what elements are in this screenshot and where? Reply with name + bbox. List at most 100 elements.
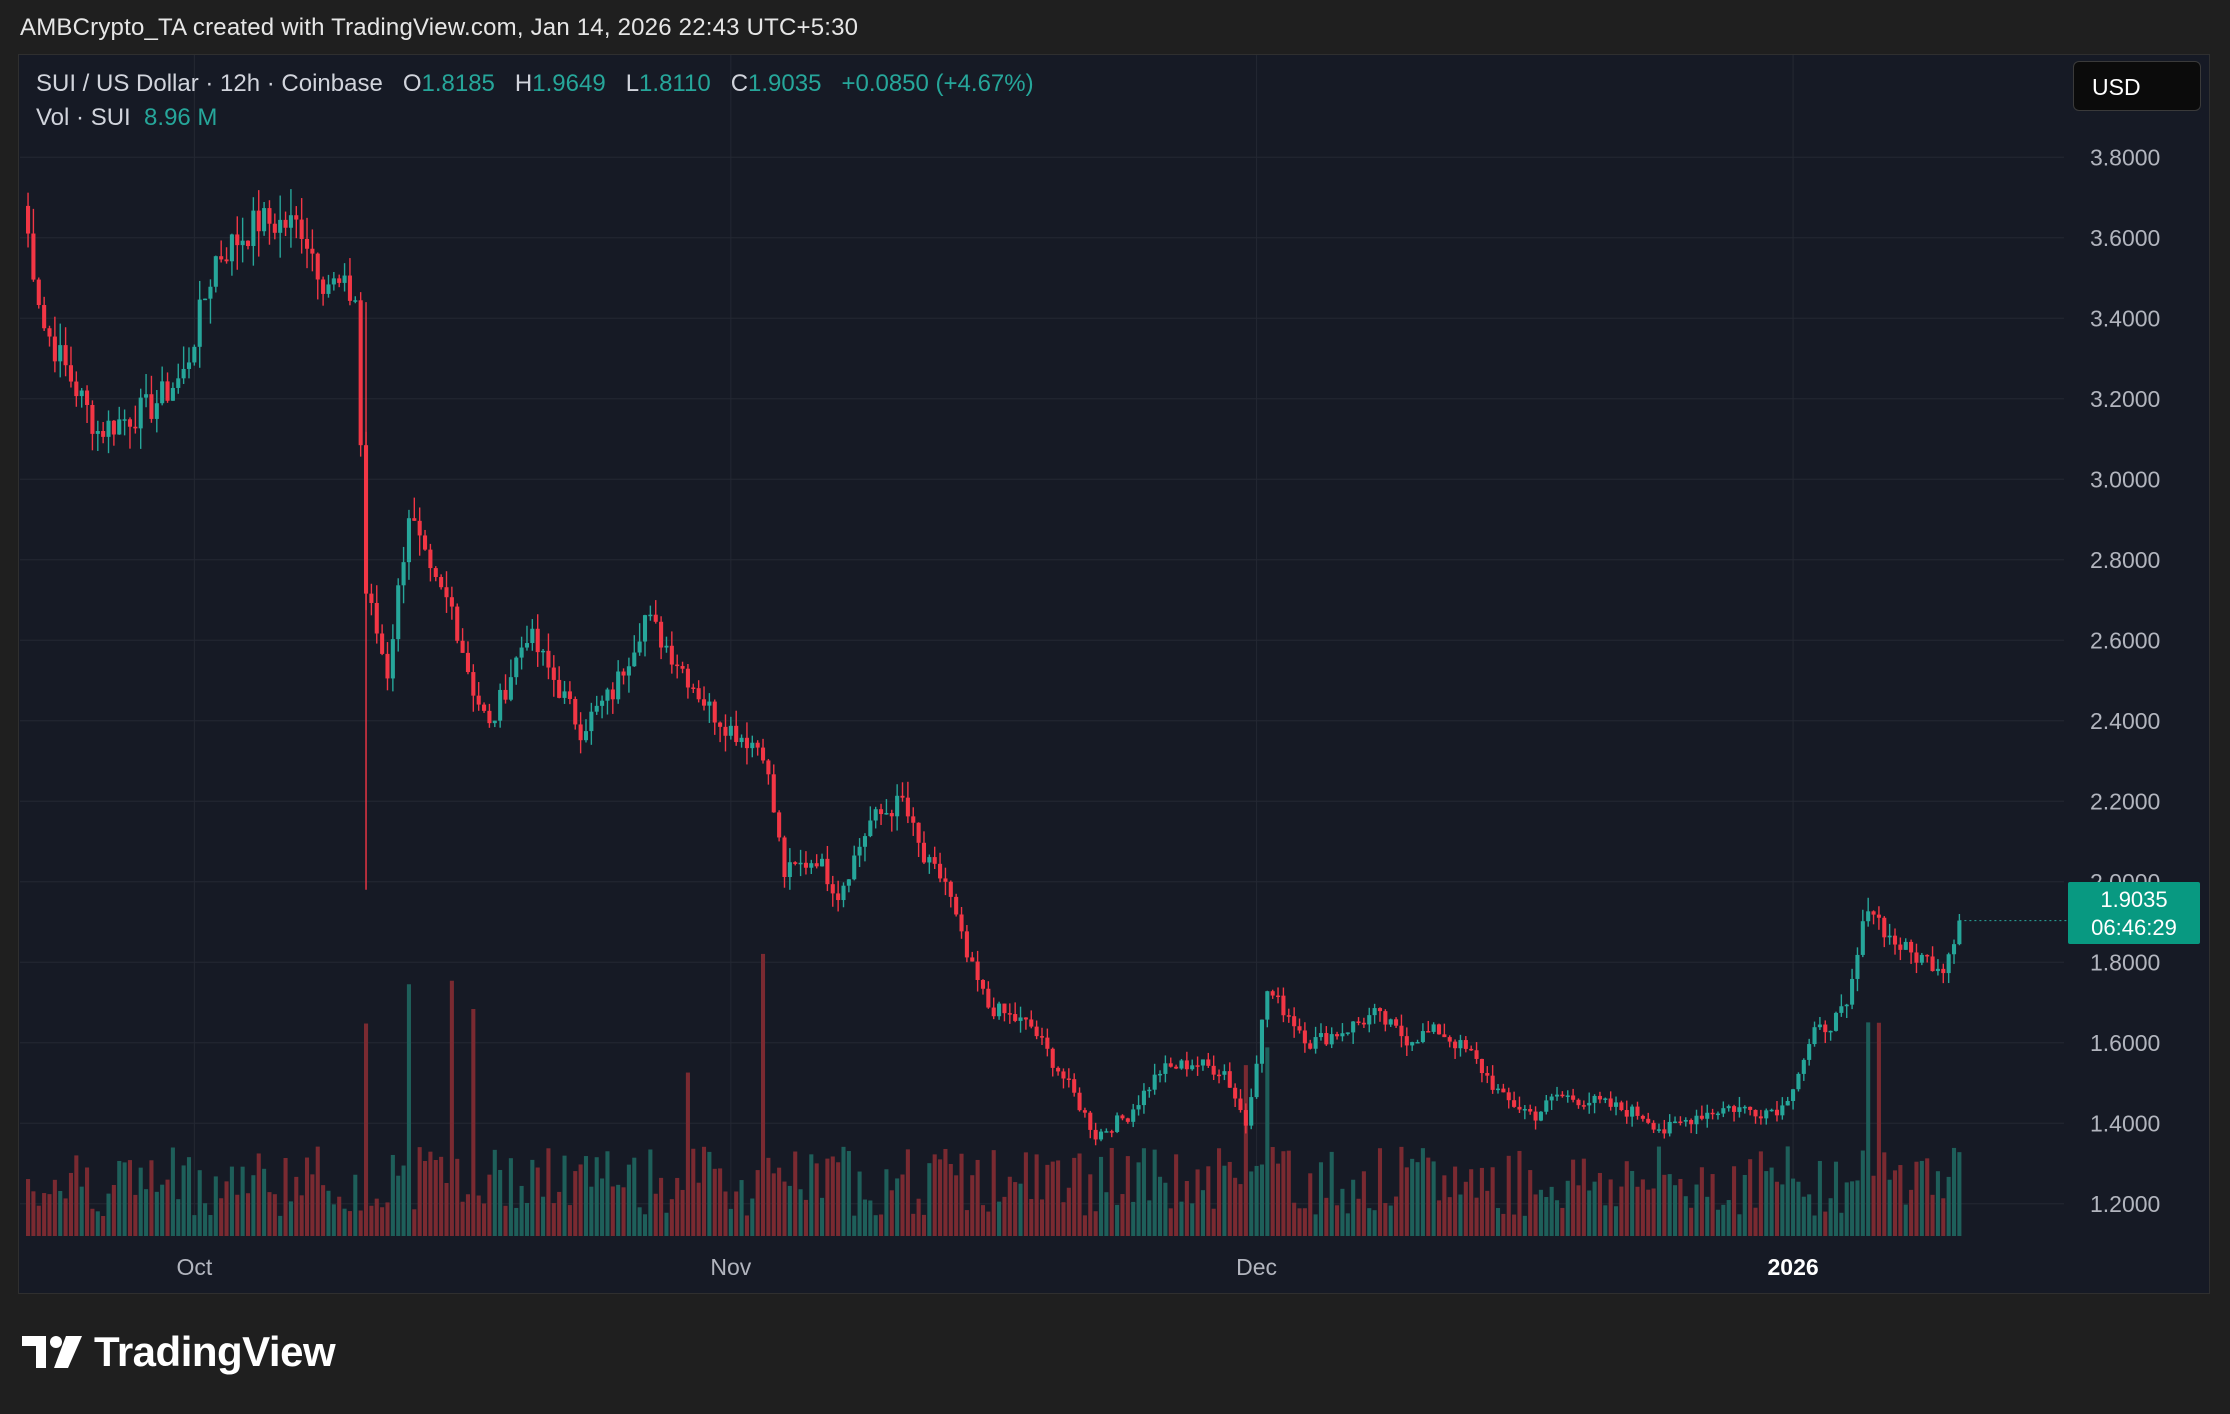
candle-body xyxy=(1093,1129,1098,1140)
candle-body xyxy=(1538,1111,1543,1121)
volume-bar xyxy=(1630,1170,1635,1236)
candle-body xyxy=(310,248,315,254)
candle-body xyxy=(530,628,535,644)
candle-body xyxy=(1892,935,1898,945)
candle-body xyxy=(74,381,79,397)
volume-bar xyxy=(605,1151,610,1236)
candle-body xyxy=(1828,1030,1833,1033)
volume-bar xyxy=(127,1160,133,1236)
candle-body xyxy=(1571,1095,1576,1100)
candle-body xyxy=(734,725,739,743)
candle-body xyxy=(1603,1098,1608,1100)
volume-bar xyxy=(1125,1156,1130,1236)
volume-bar xyxy=(938,1159,943,1236)
candle-body xyxy=(1367,1015,1372,1025)
candle-body xyxy=(1485,1073,1490,1076)
candle-body xyxy=(1206,1059,1211,1066)
candle-body xyxy=(1533,1111,1538,1121)
volume-bar xyxy=(1619,1186,1624,1236)
candle-body xyxy=(777,812,782,838)
candle-body xyxy=(460,640,465,653)
candle-body xyxy=(1774,1109,1780,1116)
volume-bar xyxy=(1732,1166,1737,1236)
volume-bar xyxy=(1463,1181,1468,1236)
last-price-value: 1.9035 xyxy=(2100,887,2168,912)
volume-bar xyxy=(1576,1185,1581,1236)
volume-bar xyxy=(310,1174,315,1236)
volume-bar xyxy=(52,1179,57,1236)
candle-body xyxy=(1056,1067,1061,1072)
volume-bar xyxy=(31,1191,36,1236)
volume-bar xyxy=(1662,1174,1667,1236)
chart-panel[interactable] xyxy=(18,54,2210,1294)
candle-body xyxy=(653,614,658,622)
volume-bar xyxy=(1029,1198,1034,1236)
candle-body xyxy=(278,219,283,233)
volume-bar xyxy=(208,1215,213,1236)
candle-body xyxy=(186,362,192,369)
candle-body xyxy=(905,797,910,817)
candle-body xyxy=(347,275,352,301)
volume-bar xyxy=(342,1208,347,1236)
candle-body xyxy=(943,878,948,882)
volume-bar xyxy=(1056,1160,1061,1236)
volume-bar xyxy=(1882,1152,1887,1236)
volume-bar xyxy=(760,953,766,1236)
volume-bar xyxy=(1538,1189,1543,1236)
candle-body xyxy=(1286,1015,1291,1017)
volume-bar xyxy=(1753,1207,1758,1236)
candlestick-chart[interactable]: 3.8000 3.6000 3.4000 3.2000 3.0000 2.8000 2.60… xyxy=(0,0,2230,1300)
candle-body xyxy=(1002,1003,1007,1014)
candle-body xyxy=(535,628,540,653)
candle-body xyxy=(1876,914,1881,918)
volume-bar xyxy=(385,1202,390,1236)
tradingview-wordmark: TradingView xyxy=(94,1328,336,1375)
currency-button[interactable]: USD xyxy=(2073,61,2201,111)
candle-body xyxy=(610,689,615,700)
x-axis-tick-label: Oct xyxy=(176,1254,212,1280)
volume-bar xyxy=(331,1204,336,1236)
candle-body xyxy=(1200,1059,1205,1066)
candle-body xyxy=(911,816,916,823)
candle-body xyxy=(1817,1024,1822,1028)
candle-body xyxy=(149,394,154,419)
candle-body xyxy=(1340,1033,1345,1037)
volume-bar xyxy=(1297,1208,1302,1236)
candle-body xyxy=(170,387,175,401)
volume-bar xyxy=(58,1190,63,1236)
candle-body xyxy=(1554,1094,1560,1097)
candle-body xyxy=(1501,1088,1506,1093)
volume-bar xyxy=(63,1198,68,1236)
candle-body xyxy=(1844,1004,1849,1007)
candle-body xyxy=(482,704,487,711)
candle-body xyxy=(1914,952,1919,963)
candle-body xyxy=(760,747,766,761)
symbol-label: SUI / US Dollar · 12h · Coinbase xyxy=(36,70,383,97)
candle-body xyxy=(1587,1102,1592,1106)
volume-bar xyxy=(1045,1164,1050,1236)
volume-bar xyxy=(482,1203,487,1236)
candle-body xyxy=(1281,995,1286,1016)
volume-bar xyxy=(1195,1169,1200,1236)
volume-bar xyxy=(1785,1146,1790,1236)
candle-body xyxy=(1072,1079,1077,1093)
volume-bar xyxy=(138,1167,143,1236)
volume-bar xyxy=(728,1208,733,1236)
volume-bar xyxy=(213,1176,218,1236)
volume-bar xyxy=(1721,1204,1726,1236)
volume-bar xyxy=(986,1211,991,1236)
volume-bar xyxy=(1571,1159,1576,1236)
candle-body xyxy=(728,725,733,736)
candle-body xyxy=(712,701,717,723)
volume-bar xyxy=(417,1147,422,1236)
candle-body xyxy=(642,615,648,642)
volume-bar xyxy=(1925,1158,1930,1236)
tradingview-logo[interactable]: TradingView xyxy=(22,1328,336,1376)
candle-body xyxy=(42,305,47,329)
volume-bar xyxy=(1780,1184,1785,1236)
candle-body xyxy=(798,862,803,865)
volume-bar xyxy=(541,1196,546,1236)
volume-bar xyxy=(1184,1181,1189,1236)
volume-bar xyxy=(1624,1161,1629,1236)
volume-bar xyxy=(240,1166,245,1236)
